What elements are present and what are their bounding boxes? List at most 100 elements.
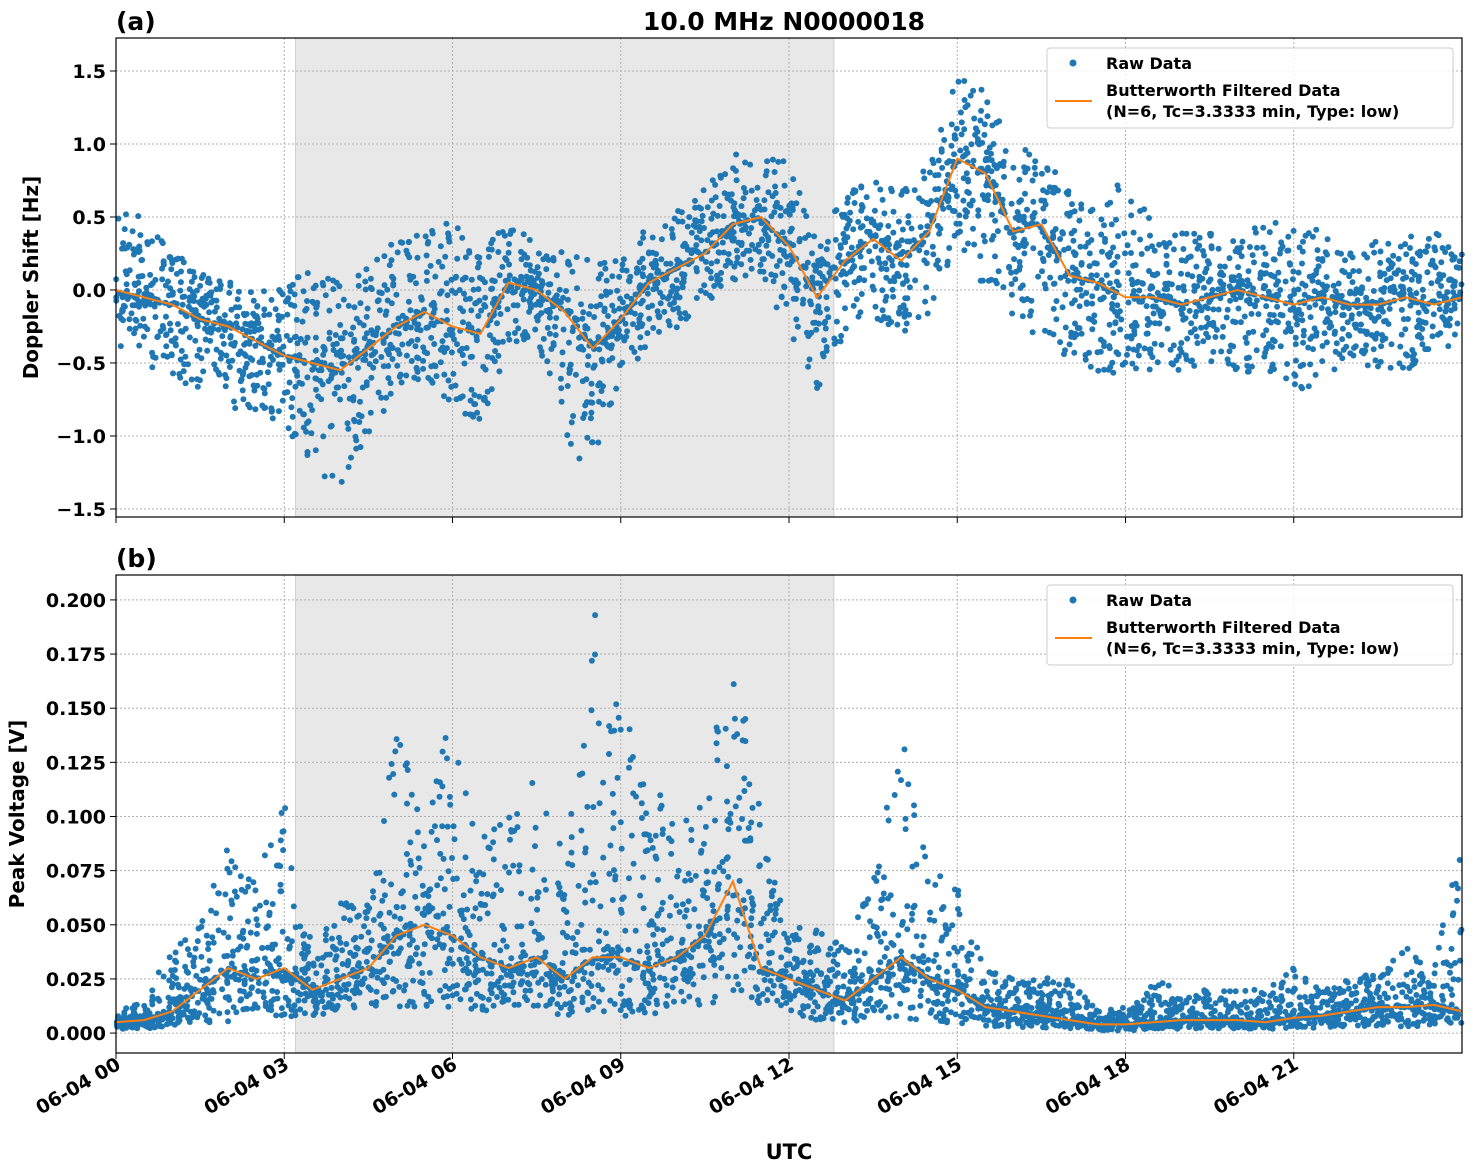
raw-data-point: [183, 1006, 190, 1013]
raw-data-point: [386, 774, 393, 781]
raw-data-point: [574, 929, 581, 935]
raw-data-point: [396, 373, 403, 380]
raw-data-point: [1408, 268, 1415, 275]
raw-data-point: [285, 425, 292, 432]
raw-data-point: [902, 327, 909, 334]
raw-data-point: [208, 299, 215, 306]
raw-data-point: [811, 233, 818, 240]
raw-data-point: [368, 374, 375, 381]
raw-data-point: [1001, 173, 1007, 180]
raw-data-point: [707, 947, 714, 954]
raw-data-point: [484, 891, 491, 898]
raw-data-point: [518, 890, 525, 897]
raw-data-point: [595, 382, 602, 389]
raw-data-point: [163, 343, 170, 350]
raw-data-point: [748, 225, 755, 231]
raw-data-point: [809, 274, 816, 281]
raw-data-point: [202, 1012, 209, 1019]
raw-data-point: [229, 952, 236, 959]
raw-data-point: [1201, 284, 1207, 291]
raw-data-point: [778, 294, 785, 301]
raw-data-point: [294, 989, 301, 996]
raw-data-point: [526, 237, 533, 243]
raw-data-point: [1144, 322, 1151, 329]
raw-data-point: [488, 240, 495, 247]
raw-data-point: [200, 368, 207, 375]
raw-data-point: [362, 278, 369, 285]
raw-data-point: [215, 927, 222, 934]
raw-data-point: [473, 872, 480, 879]
raw-data-point: [286, 943, 293, 950]
raw-data-point: [375, 297, 382, 304]
raw-data-point: [850, 302, 857, 309]
raw-data-point: [742, 159, 749, 166]
raw-data-point: [1312, 371, 1319, 378]
raw-data-point: [144, 1007, 151, 1014]
raw-data-point: [247, 929, 254, 936]
raw-data-point: [825, 238, 831, 245]
raw-data-point: [992, 182, 999, 189]
raw-data-point: [593, 303, 600, 310]
raw-data-point: [565, 260, 572, 267]
raw-data-point: [450, 370, 457, 377]
raw-data-point: [723, 912, 730, 919]
raw-data-point: [327, 423, 334, 430]
raw-data-point: [441, 393, 447, 400]
raw-data-point: [637, 240, 644, 247]
raw-data-point: [115, 215, 122, 222]
raw-data-point: [208, 907, 215, 914]
raw-data-point: [725, 873, 732, 880]
raw-data-point: [396, 948, 402, 955]
raw-data-point: [462, 254, 469, 261]
raw-data-point: [467, 887, 474, 894]
raw-data-point: [595, 964, 601, 971]
raw-data-point: [685, 870, 692, 877]
raw-data-point: [763, 242, 770, 249]
raw-data-point: [725, 257, 731, 264]
raw-data-point: [1183, 230, 1190, 237]
raw-data-point: [491, 278, 498, 285]
raw-data-point: [1402, 326, 1409, 333]
raw-data-point: [640, 969, 647, 976]
raw-data-point: [761, 197, 768, 204]
raw-data-point: [181, 293, 188, 300]
raw-data-point: [223, 847, 230, 854]
raw-data-point: [427, 262, 434, 269]
raw-data-point: [755, 241, 762, 248]
raw-data-point: [747, 256, 754, 263]
raw-data-point: [587, 879, 594, 886]
raw-data-point: [607, 842, 614, 849]
raw-data-point: [1361, 328, 1368, 335]
raw-data-point: [202, 336, 209, 343]
raw-data-point: [889, 286, 896, 293]
raw-data-point: [221, 953, 228, 960]
raw-data-point: [695, 997, 701, 1004]
raw-data-point: [1021, 250, 1028, 257]
raw-data-point: [772, 183, 779, 190]
raw-data-point: [693, 242, 700, 249]
raw-data-point: [1230, 362, 1237, 369]
raw-data-point: [356, 319, 363, 326]
raw-data-point: [833, 318, 840, 325]
raw-data-point: [226, 320, 233, 327]
raw-data-point: [442, 253, 449, 260]
raw-data-point: [497, 822, 503, 828]
raw-data-point: [329, 935, 335, 942]
raw-data-point: [258, 334, 265, 341]
raw-data-point: [261, 852, 268, 859]
raw-data-point: [676, 909, 683, 915]
raw-data-point: [621, 337, 628, 344]
raw-data-point: [716, 915, 723, 922]
raw-data-point: [122, 245, 128, 252]
raw-data-point: [1399, 284, 1406, 290]
raw-data-point: [235, 946, 241, 953]
raw-data-point: [352, 433, 359, 440]
raw-data-point: [441, 967, 448, 974]
raw-data-point: [393, 291, 400, 298]
raw-data-point: [249, 984, 255, 991]
raw-data-point: [444, 923, 451, 930]
raw-data-point: [632, 927, 639, 934]
raw-data-point: [936, 230, 943, 237]
raw-data-point: [401, 987, 408, 994]
raw-data-point: [1031, 164, 1038, 171]
